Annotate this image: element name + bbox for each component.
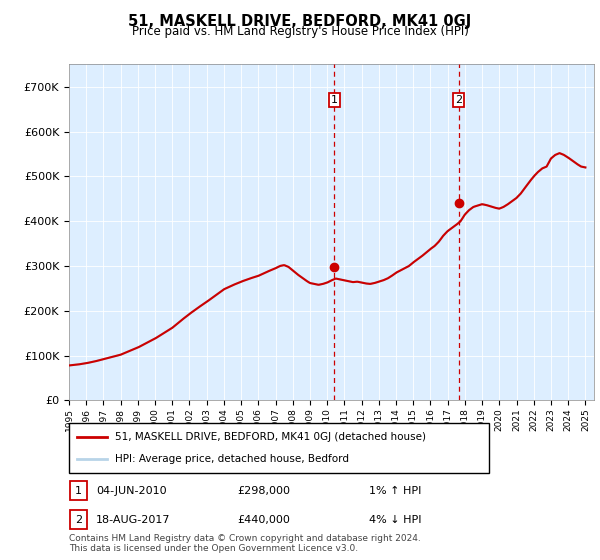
Text: 4% ↓ HPI: 4% ↓ HPI — [369, 515, 421, 525]
Text: 51, MASKELL DRIVE, BEDFORD, MK41 0GJ: 51, MASKELL DRIVE, BEDFORD, MK41 0GJ — [128, 14, 472, 29]
Text: 18-AUG-2017: 18-AUG-2017 — [96, 515, 170, 525]
Text: 1% ↑ HPI: 1% ↑ HPI — [369, 486, 421, 496]
Text: 1: 1 — [75, 486, 82, 496]
Text: 51, MASKELL DRIVE, BEDFORD, MK41 0GJ (detached house): 51, MASKELL DRIVE, BEDFORD, MK41 0GJ (de… — [115, 432, 426, 442]
Text: Contains HM Land Registry data © Crown copyright and database right 2024.
This d: Contains HM Land Registry data © Crown c… — [69, 534, 421, 553]
Text: 1: 1 — [331, 95, 338, 105]
Text: 2: 2 — [75, 515, 82, 525]
Text: £440,000: £440,000 — [237, 515, 290, 525]
Text: £298,000: £298,000 — [237, 486, 290, 496]
FancyBboxPatch shape — [69, 423, 489, 473]
Text: HPI: Average price, detached house, Bedford: HPI: Average price, detached house, Bedf… — [115, 454, 349, 464]
FancyBboxPatch shape — [70, 481, 87, 500]
Text: Price paid vs. HM Land Registry's House Price Index (HPI): Price paid vs. HM Land Registry's House … — [131, 25, 469, 38]
Text: 04-JUN-2010: 04-JUN-2010 — [96, 486, 167, 496]
FancyBboxPatch shape — [70, 510, 87, 529]
Text: 2: 2 — [455, 95, 462, 105]
